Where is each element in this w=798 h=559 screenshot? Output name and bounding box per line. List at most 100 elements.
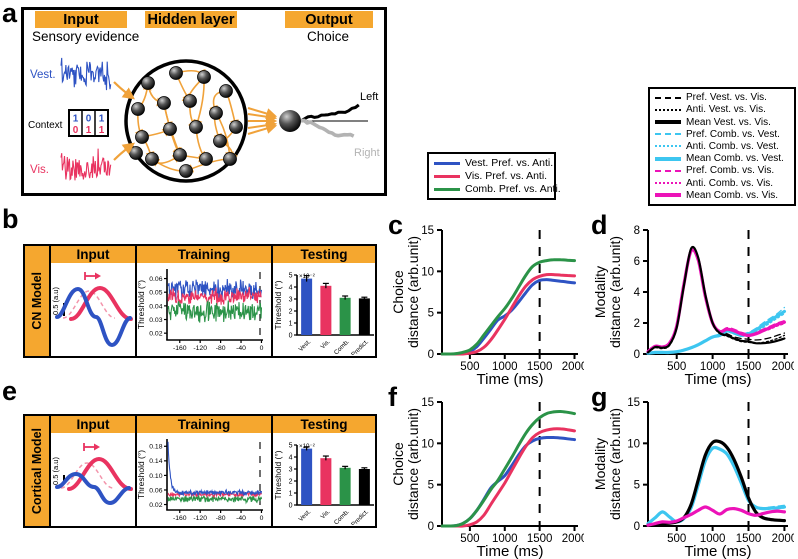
svg-text:Vis.: Vis. xyxy=(319,508,331,520)
input-scale-label: 0.5 (a.u) xyxy=(51,287,60,315)
cn-tuning-curves: 0.5 (a.u) xyxy=(51,272,133,348)
context-bit: 0 xyxy=(86,114,92,125)
shift-marker xyxy=(84,272,95,280)
series-line xyxy=(440,409,576,528)
svg-text:5: 5 xyxy=(428,308,434,320)
svg-text:-40: -40 xyxy=(236,345,246,352)
svg-text:Time (ms): Time (ms) xyxy=(685,371,752,388)
series-line xyxy=(440,273,576,356)
svg-text:-80: -80 xyxy=(216,345,226,352)
chart-content: 0 5 10 15 500 1000 1500 2000 Time (ms) Choicedist… xyxy=(390,397,584,559)
legend-line-sample xyxy=(655,96,681,99)
svg-text:Modality: Modality xyxy=(592,266,608,318)
svg-text:2: 2 xyxy=(634,318,640,330)
svg-text:distance (arb.unit): distance (arb.unit) xyxy=(607,236,623,348)
vest-input-arrow xyxy=(113,81,135,100)
context-bit: 1 xyxy=(99,125,105,136)
svg-text:500: 500 xyxy=(460,533,479,545)
series-line xyxy=(646,309,786,355)
svg-text:2: 2 xyxy=(289,478,293,485)
svg-text:distance (arb.unit): distance (arb.unit) xyxy=(607,408,623,520)
cn-model-label-bar: CN Model xyxy=(25,246,51,356)
legend-item: Vest. Pref. vs. Anti. xyxy=(434,157,553,169)
cortical-input-section: Input 0.5 (a.u) xyxy=(51,416,135,526)
panel-letter-d: d xyxy=(591,210,608,240)
vis-tuning-curve xyxy=(67,456,133,491)
svg-text:5: 5 xyxy=(289,272,293,279)
svg-text:Vis.: Vis. xyxy=(319,338,331,350)
svg-text:1: 1 xyxy=(289,490,293,497)
chart-content: 0.02 0.06 0.10 0.14 0.18 -160 -120 -80 -40 0 Thres… xyxy=(137,439,264,522)
legend-item: Pref. Vest. vs. Vis. xyxy=(655,92,789,103)
legend-line-sample xyxy=(655,133,681,136)
modality-legend: Pref. Vest. vs. Vis. Anti. Vest. vs. Vis… xyxy=(648,87,796,206)
svg-text:0.06: 0.06 xyxy=(149,487,162,494)
vis-label: Vis. xyxy=(30,164,49,176)
svg-text:8: 8 xyxy=(634,225,640,237)
series-line xyxy=(646,505,786,527)
legend-line-sample xyxy=(655,145,681,148)
right-choice-trace xyxy=(300,118,355,138)
cortical-training-chart: 0.02 0.06 0.10 0.14 0.18 -160 -120 -80 -40 0 Thres… xyxy=(137,439,264,522)
svg-text:1000: 1000 xyxy=(492,533,518,545)
context-label: Context xyxy=(28,120,63,131)
svg-text:5: 5 xyxy=(428,480,434,492)
training-trace xyxy=(167,493,263,505)
cn-input-header: Input xyxy=(51,246,135,263)
chart-content: 0 5 10 15 500 1000 1500 2000 Time (ms) Modalitydi… xyxy=(592,397,794,559)
vest-tuning-curve xyxy=(55,471,131,506)
svg-text:5: 5 xyxy=(289,442,293,449)
context-bit: 1 xyxy=(73,114,79,125)
output-arrows xyxy=(247,107,278,135)
legend-line-sample xyxy=(655,182,681,184)
panel-b-cn-model: CN Model Input 0.5 (a.u) Training xyxy=(23,244,377,358)
vest-label: Vest. xyxy=(30,69,56,81)
svg-text:10: 10 xyxy=(627,438,640,450)
context-bit: 1 xyxy=(86,125,92,136)
cn-training-chart: 0.02 0.03 0.04 0.05 0.06 -160 -120 -80 -40 0 Thres… xyxy=(137,269,264,352)
legend-item: Pref. Comb. vs. Vest. xyxy=(655,129,789,140)
svg-text:Choice: Choice xyxy=(390,442,406,486)
legend-line-sample xyxy=(655,156,681,161)
legend-item: Vis. Pref. vs. Anti. xyxy=(434,170,549,182)
svg-text:distance (arb.unit): distance (arb.unit) xyxy=(405,408,421,520)
legend-item: Mean Comb. vs. Vis. xyxy=(655,190,789,201)
svg-text:Threshold (°): Threshold (°) xyxy=(137,450,146,499)
shift-marker-arrow xyxy=(95,272,101,280)
hidden-layer-nodes xyxy=(129,66,243,178)
chart-content: 0 2 4 6 8 500 1000 1500 2000 Time (ms) Modalitydis… xyxy=(592,225,794,388)
legend-line-sample xyxy=(434,161,460,165)
svg-text:0.02: 0.02 xyxy=(149,331,162,338)
context-bit: 0 xyxy=(73,125,79,136)
legend-line-sample xyxy=(655,169,681,172)
panel-letter-a: a xyxy=(2,0,18,28)
svg-text:1000: 1000 xyxy=(700,533,726,545)
svg-text:5: 5 xyxy=(634,480,640,492)
svg-text:2000: 2000 xyxy=(772,533,794,545)
svg-text:Threshold (°): Threshold (°) xyxy=(137,280,146,329)
svg-text:-80: -80 xyxy=(216,515,226,522)
sensory-evidence-label: Sensory evidence xyxy=(32,29,140,44)
svg-text:1: 1 xyxy=(289,320,293,327)
cn-testing-header: Testing xyxy=(273,246,375,263)
svg-text:Threshold (°): Threshold (°) xyxy=(273,280,283,329)
panel-a-network-diagram: Input Hidden layer Output Sensory eviden… xyxy=(21,7,387,196)
choice-label: Choice xyxy=(307,29,350,44)
output-unit-ball xyxy=(279,110,301,132)
legend-item: Mean Vest. vs. Vis. xyxy=(655,117,789,128)
series-line xyxy=(440,278,576,356)
svg-text:1500: 1500 xyxy=(736,533,762,545)
legend-line-sample xyxy=(655,193,681,198)
cortical-training-header: Training xyxy=(137,416,271,433)
cortical-tuning-curves: 0.5 (a.u) xyxy=(51,443,133,506)
series-line xyxy=(440,435,576,528)
panel-c-choice-distance-chart: 0 5 10 15 500 1000 1500 2000 Time (ms) Choicedist… xyxy=(390,225,584,388)
hidden-layer-circle xyxy=(124,59,248,183)
svg-text:-120: -120 xyxy=(193,345,207,352)
hidden-layer-header: Hidden layer xyxy=(145,11,237,28)
training-trace xyxy=(167,299,263,323)
svg-text:2: 2 xyxy=(289,308,293,315)
svg-text:6: 6 xyxy=(634,256,640,268)
